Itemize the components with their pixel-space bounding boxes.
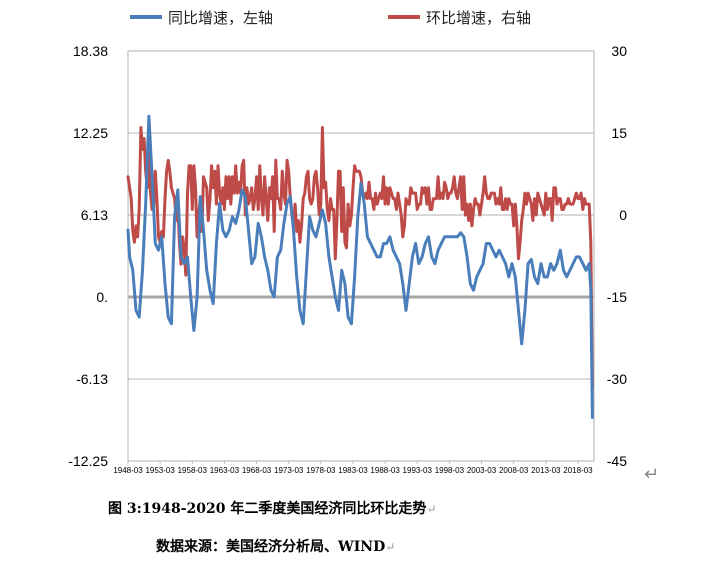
legend-label-qoq: 环比增速，右轴 [426,9,531,27]
x-tick-label: 1998-03 [435,466,465,475]
axes [127,51,595,461]
x-tick-label: 2008-03 [499,466,529,475]
x-axis-ticks: 1948-03 1953-03 1958-03 1963-03 1968-03 1973-… [113,461,593,475]
right-axis-ticks: 30 15 0 -15 -30 -45 [607,43,627,469]
x-tick-label: 1988-03 [370,466,400,475]
left-tick-label: 12.25 [73,125,108,141]
left-tick-label: -6.13 [76,371,108,387]
right-tick-label: -15 [607,289,627,305]
legend: 同比增速，左轴 环比增速，右轴 [130,9,531,27]
chart: 同比增速，左轴 环比增速，右轴 18.38 12.25 6.13 0. -6.13 -12… [68,9,659,485]
left-axis-ticks: 18.38 12.25 6.13 0. -6.13 -12.25 [68,43,108,469]
right-tick-label: 15 [611,125,627,141]
right-tick-label: -45 [607,453,627,469]
left-tick-label: 6.13 [81,207,108,223]
left-tick-label: -12.25 [68,453,108,469]
left-tick-label: 18.38 [73,43,108,59]
x-tick-label: 1968-03 [242,466,272,475]
x-tick-label: 1963-03 [210,466,240,475]
right-tick-label: 0 [619,207,627,223]
return-mark-icon: ↵ [644,464,659,485]
return-mark-icon: ↵ [385,540,396,554]
return-mark-icon: ↵ [426,502,437,516]
x-tick-label: 1993-03 [403,466,433,475]
figure-caption-text: 图 3:1948-2020 年二季度美国经济同比环比走势 [108,501,427,517]
series-lines [126,114,594,419]
right-tick-label: 30 [611,43,627,59]
source-caption: 数据来源：美国经济分析局、WIND↵ [156,536,395,556]
source-caption-text: 数据来源：美国经济分析局、WIND [156,539,386,555]
left-tick-label: 0. [96,289,108,305]
x-tick-label: 2003-03 [467,466,497,475]
legend-label-yoy: 同比增速，左轴 [168,9,273,27]
x-tick-label: 1953-03 [145,466,175,475]
x-tick-label: 1958-03 [178,466,208,475]
x-tick-label: 2018-03 [563,466,593,475]
x-tick-label: 1973-03 [274,466,304,475]
series-line-yoy [126,114,594,419]
x-tick-label: 1948-03 [113,466,143,475]
right-tick-label: -30 [607,371,627,387]
figure-caption: 图 3:1948-2020 年二季度美国经济同比环比走势↵ [108,498,436,518]
x-tick-label: 1983-03 [338,466,368,475]
x-tick-label: 1978-03 [306,466,336,475]
x-tick-label: 2013-03 [531,466,561,475]
